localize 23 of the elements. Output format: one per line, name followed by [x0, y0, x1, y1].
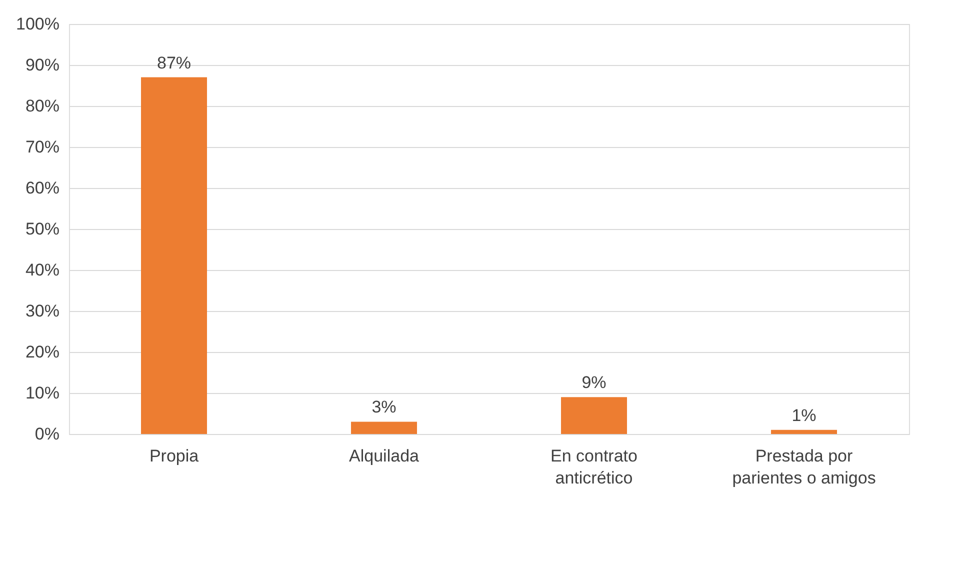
- y-tick-label: 90%: [25, 56, 60, 74]
- y-tick-label: 40%: [25, 260, 60, 280]
- y-tick-label: 0%: [34, 424, 60, 444]
- y-tick-label: 30%: [25, 302, 60, 320]
- y-tick-label: 80%: [25, 96, 60, 116]
- y-tick-label: 10%: [25, 384, 60, 402]
- y-tick-label: 100%: [16, 14, 60, 34]
- y-tick-label: 60%: [25, 178, 60, 198]
- x-tick-label: Prestada por parientes o amigos: [732, 446, 876, 488]
- data-label: 87%: [156, 53, 192, 72]
- x-tick-label: Propia: [149, 446, 200, 466]
- bar: [561, 397, 627, 434]
- x-tick-label: En contrato anticrético: [550, 446, 638, 488]
- y-tick-label: 20%: [25, 342, 60, 362]
- bar: [141, 77, 207, 434]
- y-tick-label: 50%: [25, 220, 60, 238]
- bar: [771, 430, 837, 434]
- x-tick-label: Alquilada: [349, 446, 420, 466]
- bar: [351, 422, 417, 434]
- y-tick-label: 70%: [25, 138, 60, 156]
- data-label: 1%: [792, 406, 816, 425]
- data-label: 3%: [372, 398, 396, 417]
- data-label: 9%: [582, 373, 606, 392]
